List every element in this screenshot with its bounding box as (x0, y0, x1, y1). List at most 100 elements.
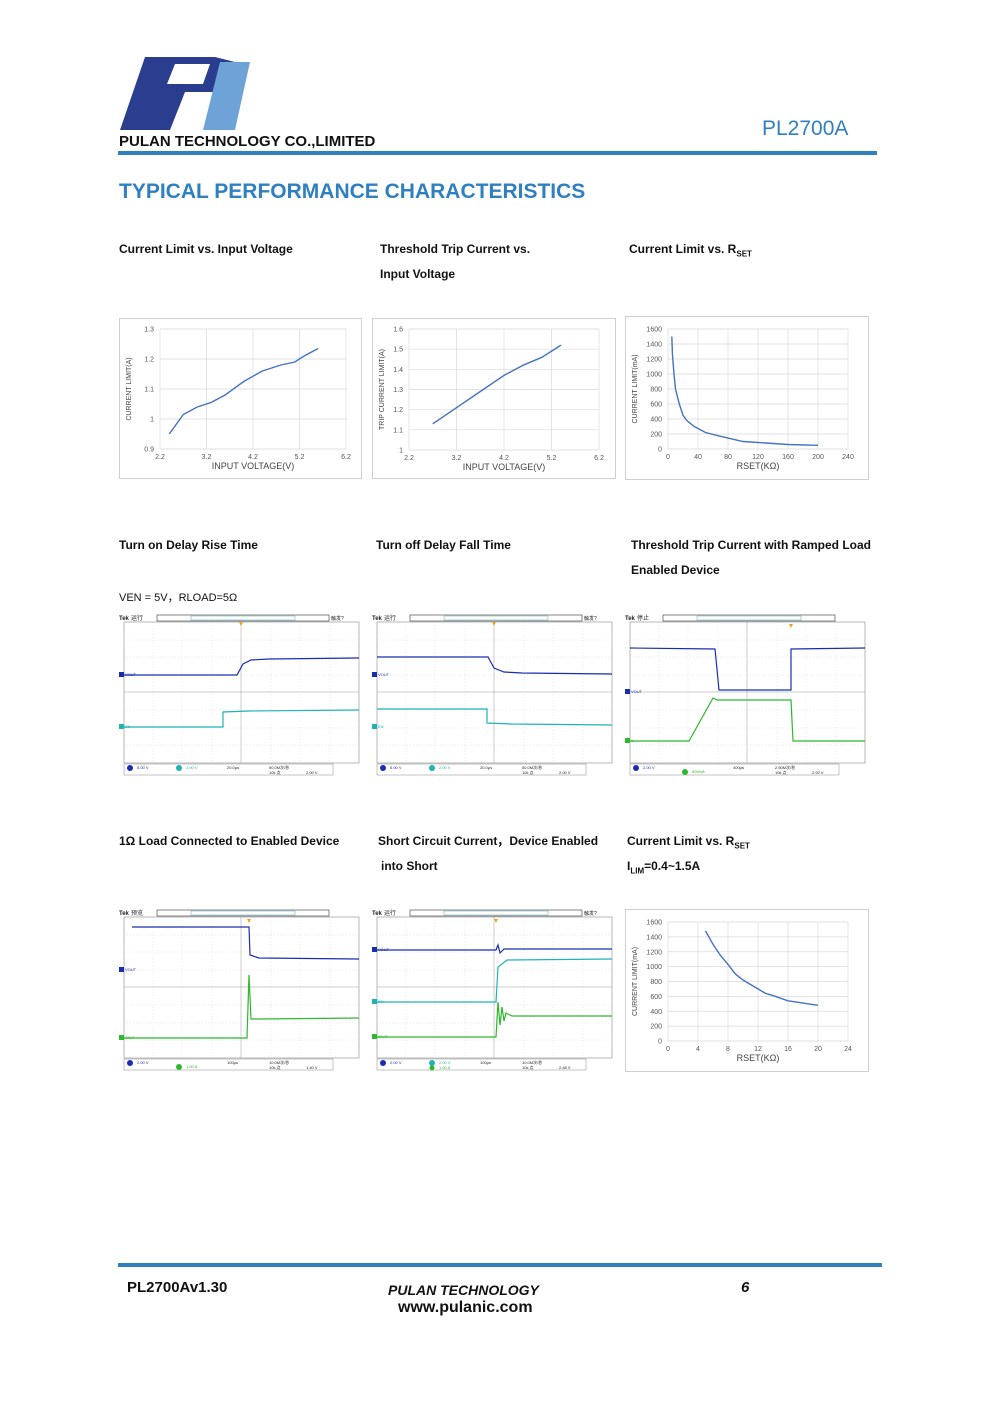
svg-text:10.0M次/秒: 10.0M次/秒 (269, 1059, 289, 1065)
svg-text:2.92 V: 2.92 V (812, 770, 824, 775)
y-tick-label: 1.2 (393, 407, 403, 414)
y-axis-label: CURRENT LIMIT(A) (126, 357, 133, 420)
svg-text:20.0μs: 20.0μs (227, 765, 239, 770)
company-logo (115, 52, 250, 132)
svg-text:IOUT: IOUT (125, 1035, 135, 1040)
x-tick-label: 6.2 (341, 454, 351, 461)
x-tick-label: 5.2 (547, 455, 557, 462)
svg-text:VOUT: VOUT (125, 672, 137, 677)
x-tick-label: 120 (752, 454, 764, 461)
y-tick-label: 1 (150, 417, 154, 424)
y-tick-label: 1000 (646, 372, 662, 379)
x-tick-label: 2.2 (404, 455, 414, 462)
scope-turn-on: Tek 运行 触发? VOUT EN 5.00 V 2.00 V 20.0μs … (119, 612, 361, 776)
company-name: PULAN TECHNOLOGY CO.,LIMITED (119, 133, 376, 150)
y-axis-label: TRIP CURRENT LIMIT(A) (379, 349, 386, 430)
svg-text:触发?: 触发? (331, 615, 344, 622)
series-line (432, 344, 562, 425)
x-tick-label: 80 (724, 454, 732, 461)
svg-text:1.40 V: 1.40 V (306, 1065, 318, 1070)
svg-text:Tek: Tek (372, 911, 383, 917)
caption-trip-current-line1: Threshold Trip Current vs. (380, 242, 531, 256)
caption-ramped-load-line1: Threshold Trip Current with Ramped Load (631, 538, 872, 552)
svg-text:Tek: Tek (119, 911, 130, 917)
y-tick-label: 800 (650, 387, 662, 394)
x-axis-label: RSET(KΩ) (737, 1053, 780, 1063)
y-tick-label: 400 (650, 417, 662, 424)
x-tick-label: 6.2 (594, 455, 604, 462)
y-tick-label: 1400 (646, 934, 662, 941)
chart-trip-current-vs-vin: 2.2 3.2 4.2 5.2 6.2 1 1.1 1.2 1.3 1.4 1.5 1.6 INPUT … (372, 318, 616, 479)
svg-text:10k 点: 10k 点 (269, 769, 281, 775)
y-tick-label: 200 (650, 432, 662, 439)
chart-current-limit-vs-vin: 2.2 3.2 4.2 5.2 6.2 0.9 1 1.1 1.2 1.3 INPUT VOLTAG… (119, 318, 362, 479)
svg-text:运行: 运行 (384, 909, 396, 917)
caption-ramped-load-line2: Enabled Device (631, 563, 720, 577)
svg-text:5.00 V: 5.00 V (137, 765, 149, 770)
svg-text:500mA: 500mA (692, 769, 705, 774)
caption-current-limit-vs-vin: Current Limit vs. Input Voltage (119, 242, 293, 256)
x-tick-label: 2.2 (155, 454, 165, 461)
y-tick-label: 800 (650, 979, 662, 986)
svg-text:1.00 A: 1.00 A (186, 1064, 198, 1069)
x-tick-label: 40 (694, 454, 702, 461)
turn-on-conditions: VEN = 5V，RLOAD=5Ω (119, 592, 238, 604)
svg-text:EN: EN (125, 724, 131, 729)
y-tick-label: 400 (650, 1009, 662, 1016)
caption-turn-on-delay: Turn on Delay Rise Time (119, 538, 258, 552)
svg-text:触发?: 触发? (584, 615, 597, 622)
scope-1ohm-load: Tek 预览 VOUT IOUT 2.00 V 1.00 A 100μs 10.… (119, 907, 361, 1071)
scope-ramped-load: Tek 停止 VOUT IL 2.00 V 500mA 400μs 2.50M次… (625, 612, 867, 776)
y-tick-label: 1600 (646, 327, 662, 334)
footer-url[interactable]: www.pulanic.com (398, 1299, 533, 1316)
y-tick-label: 1200 (646, 357, 662, 364)
svg-text:运行: 运行 (131, 614, 143, 622)
header-rule (118, 151, 877, 155)
x-tick-label: 5.2 (295, 454, 305, 461)
x-tick-label: 3.2 (202, 454, 212, 461)
series-line (671, 336, 819, 446)
svg-text:10.0M次/秒: 10.0M次/秒 (522, 1059, 542, 1065)
svg-text:2.00 V: 2.00 V (137, 1060, 149, 1065)
svg-text:10k 点: 10k 点 (522, 769, 534, 775)
y-tick-label: 1.5 (393, 347, 403, 354)
x-tick-label: 4 (696, 1046, 700, 1053)
svg-text:1.00 A: 1.00 A (439, 1065, 451, 1070)
y-tick-label: 1000 (646, 964, 662, 971)
x-axis-label: INPUT VOLTAGE(V) (212, 461, 295, 471)
svg-text:2.00 V: 2.00 V (559, 770, 571, 775)
series-line (704, 930, 819, 1006)
caption-short-circuit-line2: into Short (381, 859, 438, 873)
x-tick-label: 16 (784, 1046, 792, 1053)
chart-current-limit-vs-rset-2: 0 4 8 12 16 20 24 0 200 400 600 800 1000 1200 1400 1600… (625, 909, 869, 1072)
svg-text:VOUT: VOUT (378, 672, 390, 677)
x-tick-label: 240 (842, 454, 854, 461)
page-number: 6 (741, 1279, 750, 1296)
caption-1ohm-load: 1Ω Load Connected to Enabled Device (119, 834, 340, 848)
y-tick-label: 1.1 (393, 427, 403, 434)
x-tick-label: 0 (666, 454, 670, 461)
svg-text:2.00 V: 2.00 V (643, 765, 655, 770)
y-tick-label: 1600 (646, 920, 662, 927)
svg-text:VOUT: VOUT (378, 947, 390, 952)
x-tick-label: 24 (844, 1046, 852, 1053)
ilim-range-note: ILIM=0.4~1.5A (627, 859, 701, 876)
y-axis-label: CURRENT LIMIT(mA) (632, 947, 639, 1016)
svg-text:50.0M次/秒: 50.0M次/秒 (522, 764, 542, 770)
svg-text:50.0M次/秒: 50.0M次/秒 (269, 764, 289, 770)
svg-text:20.0μs: 20.0μs (480, 765, 492, 770)
svg-text:5.00 V: 5.00 V (390, 765, 402, 770)
y-tick-label: 1400 (646, 342, 662, 349)
svg-text:2.00 V: 2.00 V (439, 1060, 451, 1065)
svg-text:VOUT: VOUT (125, 967, 137, 972)
caption-current-limit-vs-rset: Current Limit vs. RSET (629, 242, 752, 259)
doc-version: PL2700Av1.30 (127, 1279, 228, 1296)
svg-text:EN: EN (378, 724, 384, 729)
y-tick-label: 1.1 (144, 387, 154, 394)
svg-text:2.50M次/秒: 2.50M次/秒 (775, 764, 795, 770)
svg-text:100μs: 100μs (480, 1060, 491, 1065)
y-tick-label: 1 (399, 448, 403, 455)
y-tick-label: 1.3 (144, 327, 154, 334)
svg-text:10k 点: 10k 点 (775, 769, 787, 775)
scope-turn-off: Tek 运行 触发? VOUT EN 5.00 V 2.00 V 20.0μs … (372, 612, 614, 776)
